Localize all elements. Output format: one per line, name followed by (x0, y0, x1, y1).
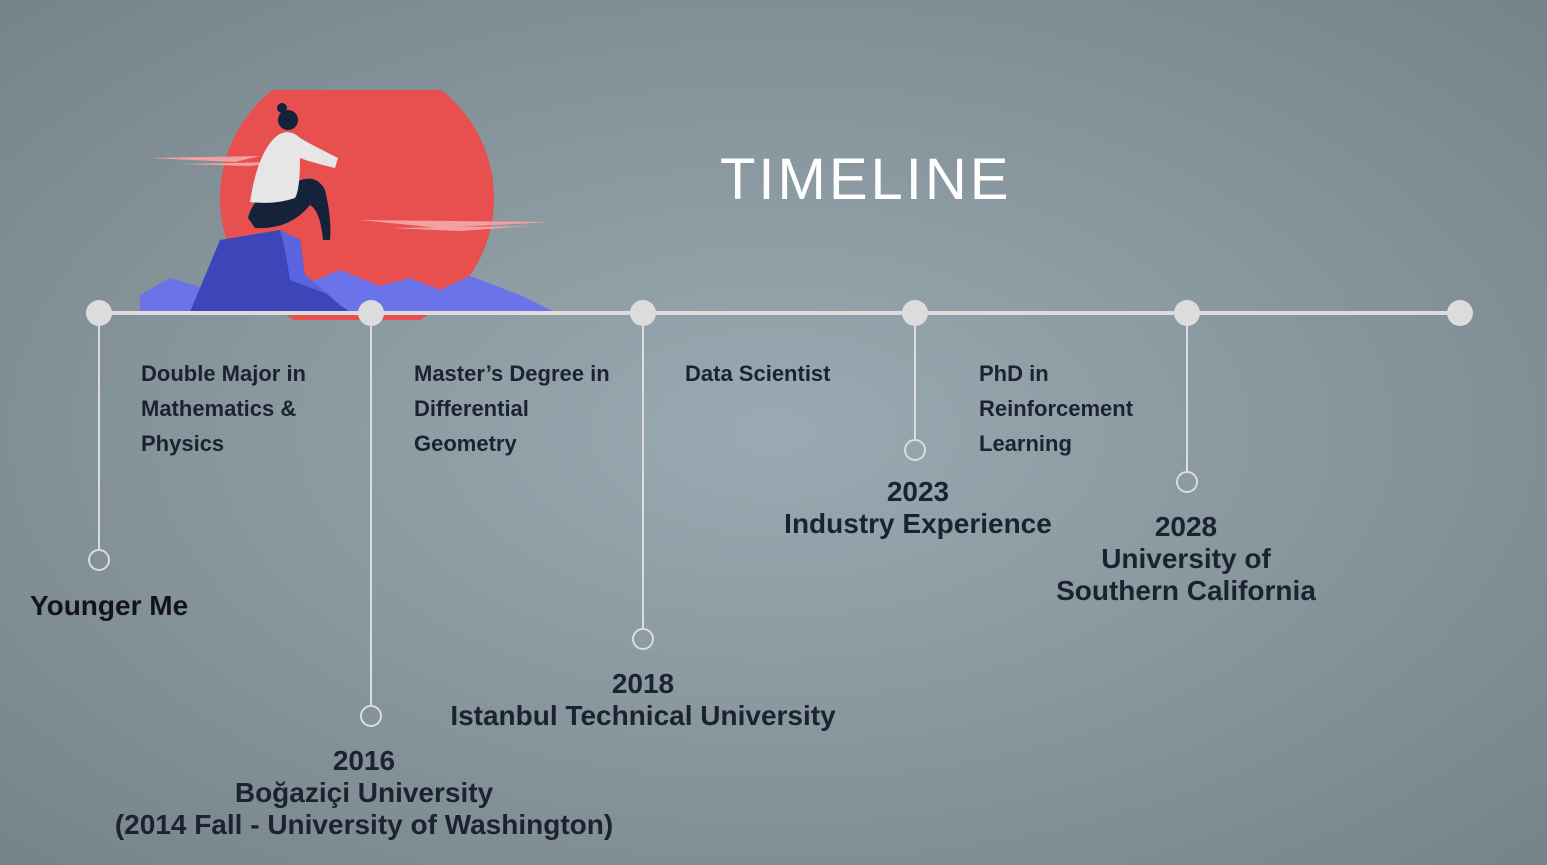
cloud-shape (150, 156, 260, 162)
milestone-label-younger-me: Younger Me (30, 590, 188, 622)
milestone-year: 2023 (886, 476, 950, 507)
timeline-stem (914, 313, 916, 439)
milestone-step-desc: Double Major in Mathematics & Physics (141, 361, 306, 456)
milestone-name: Industry Experience (784, 508, 1052, 539)
milestone-year: 2028 (1154, 511, 1218, 542)
person-head (278, 110, 298, 130)
milestone-year: 2018 (611, 668, 675, 699)
timeline-marker-ring (360, 705, 382, 727)
milestone-year: 2016 (332, 745, 396, 776)
milestone-step-desc: Data Scientist (685, 361, 831, 386)
person-on-rock-illustration (140, 90, 555, 320)
milestone-name: Younger Me (30, 590, 189, 621)
cloud-shape (360, 220, 550, 228)
milestone-step-desc: Master’s Degree in Differential Geometry (414, 361, 610, 456)
milestone-label-2028: 2028 University of Southern California (1036, 511, 1336, 607)
timeline-marker-ring (1176, 471, 1198, 493)
timeline-marker-ring (904, 439, 926, 461)
cloud-shape (180, 162, 280, 166)
milestone-name: University of (1101, 543, 1271, 574)
person-hair-bun (277, 103, 287, 113)
milestone-name: Istanbul Technical University (450, 700, 836, 731)
timeline-stem (370, 313, 372, 705)
timeline-marker-ring (632, 628, 654, 650)
rock-shape (190, 230, 350, 312)
person-torso (250, 132, 338, 203)
milestone-label-2023: 2023 Industry Experience (768, 476, 1068, 540)
milestone-step-desc: PhD in Reinforcement Learning (979, 361, 1134, 456)
milestone-sub: (2014 Fall - University of Washington) (114, 809, 614, 840)
timeline-stem (98, 313, 100, 549)
page-title: TIMELINE (720, 147, 1012, 212)
timeline-stem (642, 313, 644, 628)
milestone-sub: Southern California (1056, 575, 1316, 606)
milestone-name: Boğaziçi University (234, 777, 494, 808)
timeline-axis (98, 311, 1460, 315)
timeline-end-node (1447, 300, 1473, 326)
milestone-label-2016: 2016 Boğaziçi University (2014 Fall - Un… (114, 745, 614, 841)
timeline-stem (1186, 313, 1188, 471)
rock-highlight-shape (280, 230, 330, 295)
timeline-marker-ring (88, 549, 110, 571)
milestone-label-2018: 2018 Istanbul Technical University (443, 668, 843, 732)
cloud-shape (390, 226, 530, 231)
